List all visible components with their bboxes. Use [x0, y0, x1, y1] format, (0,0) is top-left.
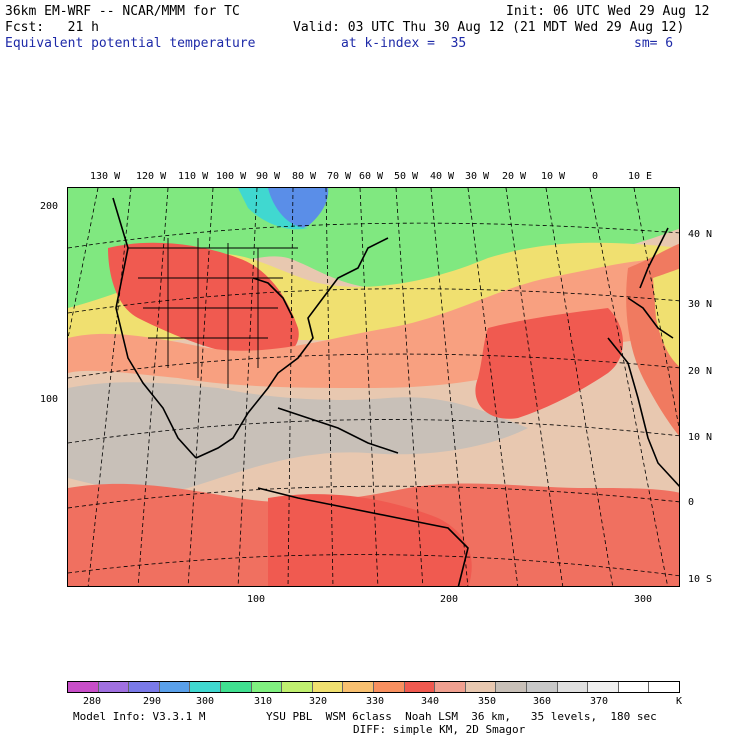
- colorbar-tick: 340: [421, 696, 440, 707]
- colorbar-swatch: [588, 682, 619, 692]
- colorbar-swatch: [220, 682, 252, 692]
- colorbar-swatch: [526, 682, 558, 692]
- colorbar-tick: 300: [196, 696, 215, 707]
- colorbar-tick: 280: [83, 696, 102, 707]
- lon-label: 30 W: [465, 171, 490, 182]
- grid-x-label: 300: [634, 594, 653, 605]
- diffusion-info: DIFF: simple KM, 2D Smagor: [353, 723, 526, 736]
- level-info: at k-index = 35: [341, 36, 467, 51]
- lat-label: 10 N: [688, 432, 713, 443]
- physics-info: YSU PBL WSM 6class Noah LSM 36 km, 35 le…: [266, 710, 657, 723]
- forecast-hour: Fcst: 21 h: [5, 20, 99, 35]
- lon-label: 80 W: [292, 171, 317, 182]
- lon-label: 60 W: [359, 171, 384, 182]
- colorbar-swatch: [465, 682, 497, 692]
- colorbar-swatch: [435, 682, 466, 692]
- lon-label: 0: [592, 171, 599, 182]
- lon-label: 10 E: [628, 171, 653, 182]
- grid-x-label: 100: [247, 594, 266, 605]
- colorbar-tick: 330: [366, 696, 385, 707]
- colorbar: [67, 681, 680, 693]
- lon-label: 120 W: [136, 171, 167, 182]
- lon-label: 130 W: [90, 171, 121, 182]
- lat-label: 0: [688, 497, 695, 508]
- colorbar-swatch: [159, 682, 191, 692]
- colorbar-swatch: [373, 682, 405, 692]
- colorbar-unit: K: [676, 696, 683, 707]
- colorbar-tick: 310: [254, 696, 273, 707]
- grid-y-label: 200: [40, 201, 59, 212]
- colorbar-swatch: [68, 682, 99, 692]
- field-name: Equivalent potential temperature: [5, 36, 256, 51]
- lat-label: 40 N: [688, 229, 713, 240]
- map-canvas: [68, 188, 679, 586]
- colorbar-swatch: [98, 682, 130, 692]
- lat-label: 30 N: [688, 299, 713, 310]
- colorbar-tick: 290: [143, 696, 162, 707]
- colorbar-swatch: [343, 682, 374, 692]
- lat-label: 10 S: [688, 574, 713, 585]
- colorbar-tick: 360: [533, 696, 552, 707]
- colorbar-swatch: [496, 682, 527, 692]
- lon-label: 10 W: [541, 171, 566, 182]
- grid-x-label: 200: [440, 594, 459, 605]
- colorbar-swatch: [251, 682, 283, 692]
- colorbar-swatch: [649, 682, 679, 692]
- lon-label: 20 W: [502, 171, 527, 182]
- colorbar-swatch: [312, 682, 344, 692]
- colorbar-swatch: [190, 682, 221, 692]
- lon-label: 90 W: [256, 171, 281, 182]
- valid-time: Valid: 03 UTC Thu 30 Aug 12 (21 MDT Wed …: [293, 20, 685, 35]
- lat-label: 20 N: [688, 366, 713, 377]
- lon-label: 110 W: [178, 171, 209, 182]
- colorbar-swatch: [557, 682, 589, 692]
- init-time: Init: 06 UTC Wed 29 Aug 12: [506, 4, 710, 19]
- colorbar-swatch: [404, 682, 436, 692]
- lon-label: 100 W: [216, 171, 247, 182]
- lon-label: 70 W: [327, 171, 352, 182]
- lon-label: 50 W: [394, 171, 419, 182]
- colorbar-swatch: [618, 682, 650, 692]
- smoothing-info: sm= 6: [634, 36, 674, 51]
- model-title: 36km EM-WRF -- NCAR/MMM for TC: [5, 4, 240, 19]
- colorbar-tick: 350: [478, 696, 497, 707]
- lon-label: 40 W: [430, 171, 455, 182]
- grid-y-label: 100: [40, 394, 59, 405]
- colorbar-swatch: [282, 682, 313, 692]
- theta-e-map[interactable]: [67, 187, 680, 587]
- colorbar-swatch: [129, 682, 160, 692]
- colorbar-tick: 370: [590, 696, 609, 707]
- model-info: Model Info: V3.3.1 M: [73, 710, 206, 723]
- colorbar-tick: 320: [309, 696, 328, 707]
